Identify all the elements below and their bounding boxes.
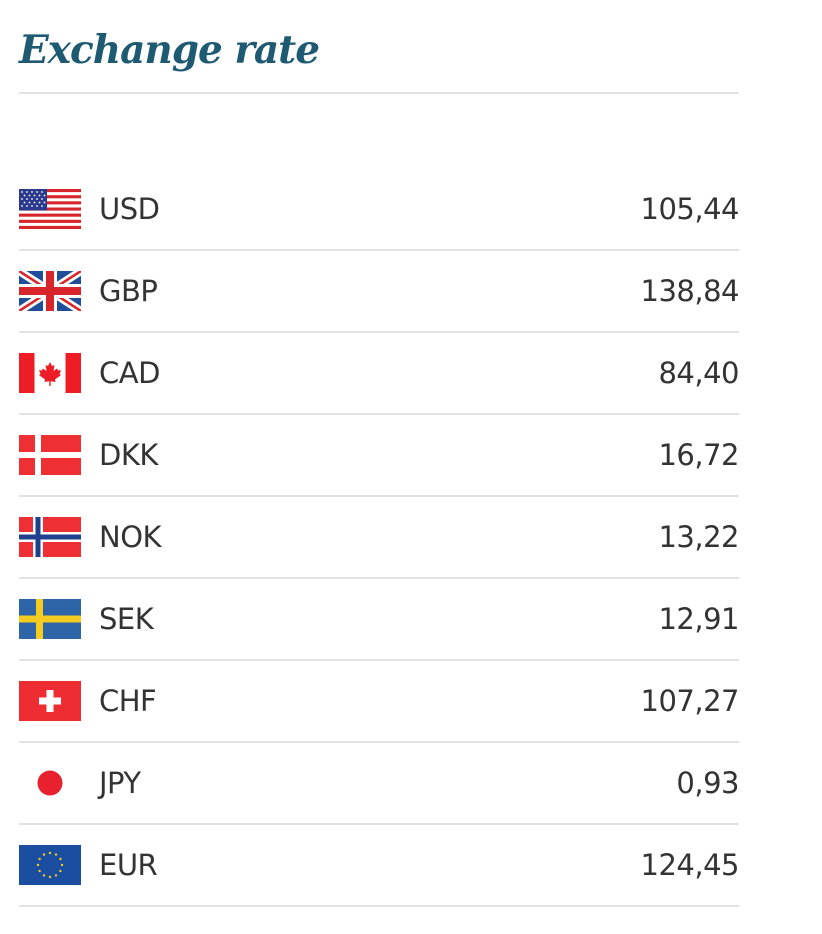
rate-row-nok: NOK 13,22 xyxy=(19,497,739,579)
currency-rate: 107,27 xyxy=(640,684,740,718)
currency-rate: 13,22 xyxy=(658,520,739,554)
currency-rate: 124,45 xyxy=(640,848,740,882)
eu-flag-icon xyxy=(19,845,81,885)
currency-code: SEK xyxy=(99,602,154,636)
currency-rate: 138,84 xyxy=(640,274,740,308)
switzerland-flag-icon xyxy=(19,681,81,721)
canada-flag-icon xyxy=(19,353,81,393)
currency-code: JPY xyxy=(99,766,141,800)
currency-rate: 105,44 xyxy=(640,192,740,226)
norway-flag-icon xyxy=(19,517,81,557)
currency-rate: 12,91 xyxy=(658,602,739,636)
denmark-flag-icon xyxy=(19,435,81,475)
rate-row-jpy: JPY 0,93 xyxy=(19,743,739,825)
sweden-flag-icon xyxy=(19,599,81,639)
uk-flag-icon xyxy=(19,271,81,311)
exchange-rate-widget: Exchange rate xyxy=(19,0,740,907)
rate-list: USD 105,44 GBP 138,84 xyxy=(19,169,740,907)
rate-row-usd: USD 105,44 xyxy=(19,169,740,251)
currency-code: CHF xyxy=(99,684,157,718)
currency-rate: 0,93 xyxy=(676,766,739,800)
currency-code: EUR xyxy=(99,848,158,882)
us-flag-icon xyxy=(19,189,81,229)
rate-row-eur: EUR 124,45 xyxy=(19,825,740,907)
currency-code: CAD xyxy=(99,356,160,390)
widget-title: Exchange rate xyxy=(19,27,320,73)
rate-row-dkk: DKK 16,72 xyxy=(19,415,739,497)
rate-row-cad: CAD 84,40 xyxy=(19,333,739,415)
currency-rate: 16,72 xyxy=(658,438,739,472)
currency-code: DKK xyxy=(99,438,158,472)
title-divider xyxy=(19,92,739,94)
currency-rate: 84,40 xyxy=(658,356,739,390)
japan-flag-icon xyxy=(19,763,81,803)
currency-code: USD xyxy=(99,192,160,226)
currency-code: NOK xyxy=(99,520,162,554)
currency-code: GBP xyxy=(99,274,158,308)
rate-row-gbp: GBP 138,84 xyxy=(19,251,740,333)
rate-row-sek: SEK 12,91 xyxy=(19,579,739,661)
rate-row-chf: CHF 107,27 xyxy=(19,661,740,743)
